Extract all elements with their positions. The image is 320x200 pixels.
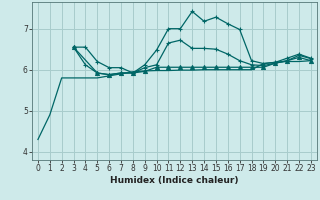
X-axis label: Humidex (Indice chaleur): Humidex (Indice chaleur) xyxy=(110,176,239,185)
